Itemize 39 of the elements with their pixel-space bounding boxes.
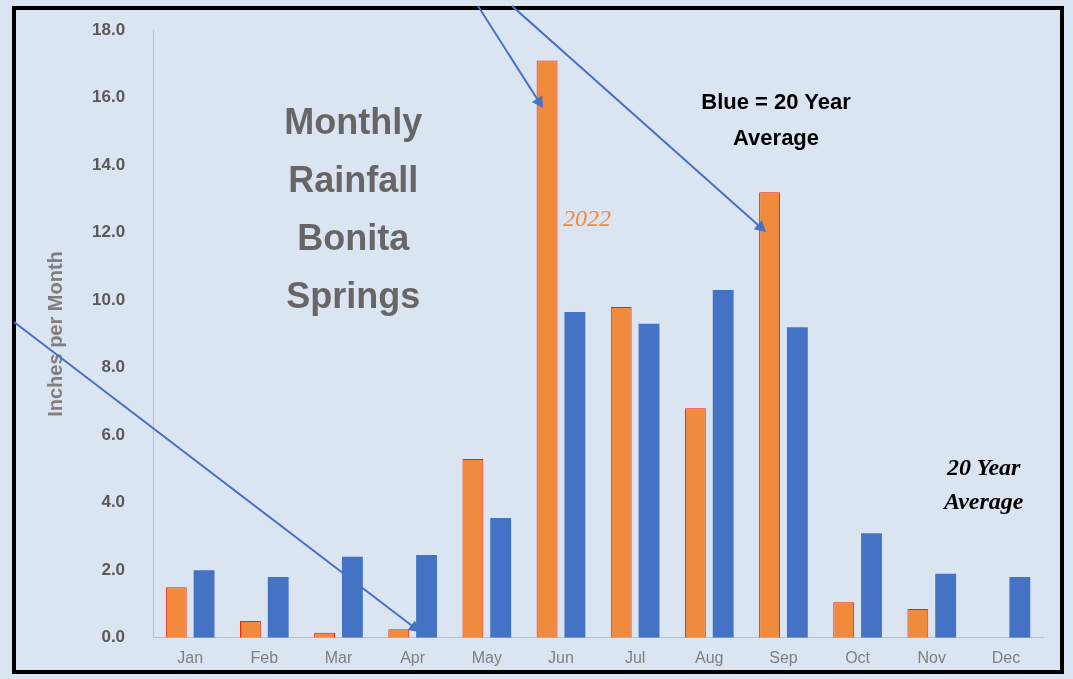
bar <box>193 570 215 638</box>
x-tick-label: Oct <box>845 648 871 666</box>
bar <box>861 533 882 638</box>
x-tick-label: Jun <box>548 648 574 666</box>
y-tick-label: 4.0 <box>101 492 126 512</box>
y-tick-label: 16.0 <box>91 87 126 107</box>
text: 20 Year Average <box>941 454 1024 515</box>
bar <box>1009 577 1031 638</box>
series-label: 2022 <box>562 204 611 231</box>
x-tick-label: Feb <box>250 648 279 666</box>
x-tick-label: Jul <box>624 648 646 666</box>
x-tick-label: Mar <box>324 648 353 666</box>
y-tick-label: 18.0 <box>91 19 126 39</box>
y-tick-label: 14.0 <box>91 154 126 174</box>
x-tick-label: Dec <box>991 648 1021 666</box>
bar <box>712 290 734 638</box>
x-tick-label: Apr <box>400 648 426 666</box>
bar <box>490 517 512 638</box>
bar <box>638 323 660 638</box>
x-tick-label: Nov <box>917 648 946 666</box>
y-tick-label: 2.0 <box>101 559 126 579</box>
y-axis-title: Inches per Month <box>43 251 66 417</box>
y-tick-label: 8.0 <box>101 357 126 377</box>
bar <box>267 577 289 638</box>
y-tick-label: 0.0 <box>101 627 126 647</box>
bar <box>786 327 808 638</box>
bar <box>564 312 586 638</box>
x-tick-label: Jan <box>177 648 204 666</box>
x-tick-label: Sep <box>769 648 798 666</box>
text: Monthly Rainfall Bonita Springs <box>284 101 423 317</box>
x-tick-label: May <box>471 648 502 666</box>
bar <box>341 556 363 638</box>
x-tick-label: Aug <box>695 648 724 666</box>
bar <box>935 573 957 638</box>
annotation: Blue = 20 Year Average <box>701 89 852 151</box>
y-tick-label: 12.0 <box>91 222 126 242</box>
y-tick-label: 6.0 <box>101 424 126 444</box>
y-tick-label: 10.0 <box>91 289 126 309</box>
bar <box>416 555 437 638</box>
